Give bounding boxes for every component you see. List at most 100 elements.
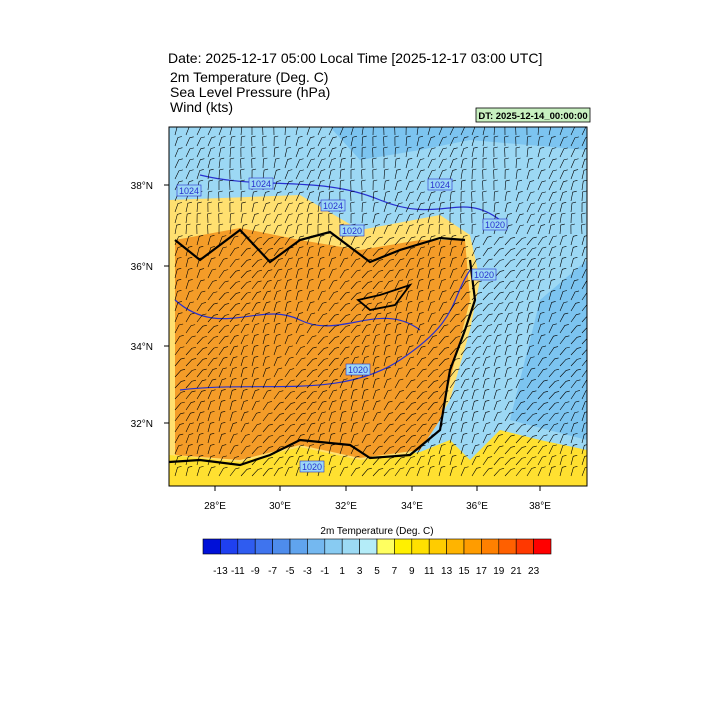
wind-barb xyxy=(240,247,251,257)
wind-barb xyxy=(570,466,578,477)
wind-barb xyxy=(251,468,263,477)
wind-barb xyxy=(537,455,547,466)
wind-barb xyxy=(405,213,414,224)
wind-barb xyxy=(482,467,493,477)
wind-barb xyxy=(372,389,380,400)
wind-barb xyxy=(581,280,587,290)
wind-barb xyxy=(328,235,336,246)
wind-barb xyxy=(251,280,262,290)
wind-barb xyxy=(350,303,362,312)
wind-barb xyxy=(460,433,468,444)
wind-barb xyxy=(339,357,349,367)
wind-barb xyxy=(295,235,305,246)
wind-barb xyxy=(361,356,369,367)
wind-barb xyxy=(493,157,498,169)
subtitle: Sea Level Pressure (hPa) xyxy=(170,84,330,100)
wind-barb xyxy=(427,147,436,158)
wind-barb xyxy=(317,190,324,202)
colorbar-label: 17 xyxy=(476,566,488,577)
wind-barb xyxy=(581,455,587,466)
wind-barb xyxy=(240,456,251,466)
wind-barb xyxy=(449,433,457,444)
wind-barb xyxy=(493,434,503,444)
wind-barb xyxy=(548,191,557,202)
wind-barb xyxy=(306,422,316,433)
wind-barb xyxy=(174,401,185,411)
wind-barb xyxy=(581,304,587,312)
wind-barb xyxy=(548,401,560,411)
wind-barb xyxy=(284,202,293,213)
wind-barb xyxy=(273,258,283,268)
wind-barb xyxy=(405,146,412,158)
wind-barb xyxy=(218,455,227,466)
colorbar-label: 5 xyxy=(374,566,380,577)
wind-barb xyxy=(383,378,392,389)
wind-barb xyxy=(196,466,204,477)
wind-barb xyxy=(548,357,559,367)
wind-barb xyxy=(482,135,489,147)
wind-barb xyxy=(394,247,405,257)
wind-barb xyxy=(262,312,270,323)
wind-barb xyxy=(504,355,512,367)
wind-barb xyxy=(570,257,578,268)
wind-barb xyxy=(537,290,545,301)
wind-barb xyxy=(251,224,260,235)
wind-barb xyxy=(185,169,194,180)
wind-barb xyxy=(339,212,344,224)
wind-barb xyxy=(372,323,381,334)
wind-barb xyxy=(251,323,260,334)
wind-barb xyxy=(405,311,413,323)
contour-label: 1020 xyxy=(485,220,505,230)
wind-barb xyxy=(515,446,527,455)
wind-barb xyxy=(196,313,207,323)
wind-barb xyxy=(427,455,435,466)
wind-barb xyxy=(449,268,458,279)
wind-barb xyxy=(306,267,314,279)
wind-barb xyxy=(460,280,470,290)
wind-barb xyxy=(570,379,581,389)
wind-barb xyxy=(394,237,406,246)
wind-barb xyxy=(361,345,370,356)
wind-barb xyxy=(372,190,378,202)
wind-barb xyxy=(416,402,428,411)
colorbar-box xyxy=(463,538,482,555)
wind-barb xyxy=(504,434,515,444)
wind-barb xyxy=(218,127,223,136)
wind-barb xyxy=(273,424,285,433)
wind-barb xyxy=(339,136,348,147)
wind-barb xyxy=(218,235,227,246)
wind-barb xyxy=(251,168,257,180)
wind-barb xyxy=(251,378,259,389)
wind-barb xyxy=(526,202,535,213)
wind-barb xyxy=(559,223,565,235)
wind-barb xyxy=(218,303,230,312)
wind-barb xyxy=(581,359,587,367)
wind-barb xyxy=(416,323,425,334)
wind-barb xyxy=(493,468,505,477)
wind-barb xyxy=(240,434,250,444)
wind-barb xyxy=(438,390,449,400)
wind-barb xyxy=(405,413,417,422)
wind-barb xyxy=(570,433,578,444)
wind-barb xyxy=(218,146,225,158)
wind-barb xyxy=(174,444,183,455)
wind-barb xyxy=(361,190,366,202)
wind-barb xyxy=(372,224,380,235)
wind-barb xyxy=(493,259,505,268)
wind-barb xyxy=(262,389,272,400)
wind-barb xyxy=(394,258,405,268)
wind-barb xyxy=(471,223,477,235)
wind-barb xyxy=(383,202,391,213)
wind-barb xyxy=(504,468,516,477)
wind-barb xyxy=(438,369,450,378)
wind-barb xyxy=(471,378,480,389)
wind-barb xyxy=(570,368,581,378)
wind-barb xyxy=(559,290,568,301)
contour-label: 1020 xyxy=(342,226,362,236)
wind-barb xyxy=(218,444,227,455)
wind-barb xyxy=(383,312,392,323)
map xyxy=(169,127,587,486)
wind-barb xyxy=(218,269,229,279)
wind-barb xyxy=(405,356,415,367)
wind-barb xyxy=(174,169,183,180)
